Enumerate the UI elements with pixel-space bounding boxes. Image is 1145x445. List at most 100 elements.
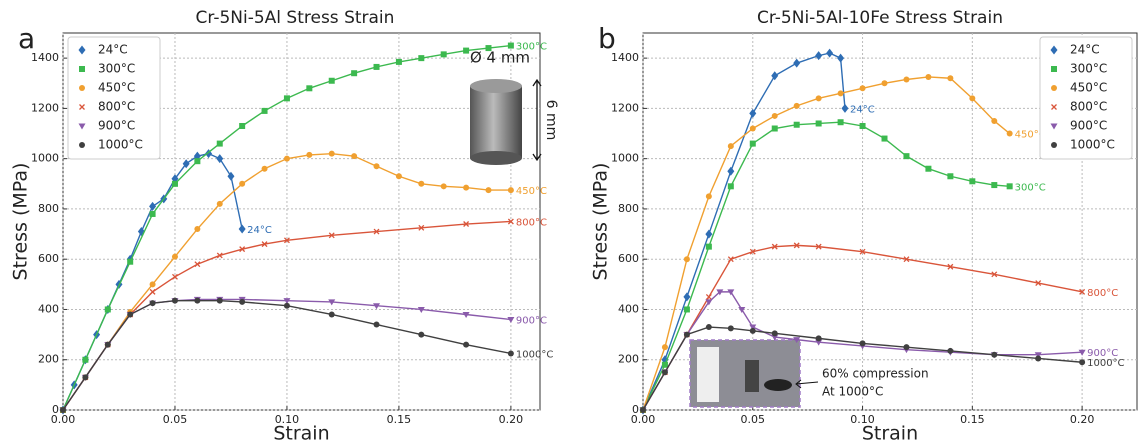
point — [373, 321, 380, 328]
point — [749, 108, 757, 118]
point — [705, 229, 713, 239]
y-tick-label: 800 — [618, 202, 639, 215]
point — [149, 201, 157, 211]
point — [771, 334, 779, 341]
point — [881, 80, 888, 87]
point — [238, 224, 246, 234]
inset-ruler — [697, 347, 719, 402]
point — [947, 347, 954, 354]
point — [991, 117, 998, 124]
point — [440, 183, 447, 190]
point — [239, 122, 246, 129]
point — [418, 180, 425, 187]
point — [239, 180, 246, 187]
point — [1035, 355, 1042, 362]
legend-label: 800°C — [1070, 100, 1107, 114]
x-tick-label: 0.20 — [499, 413, 524, 426]
point — [328, 232, 335, 239]
point — [283, 237, 290, 244]
inset-cylinder — [745, 360, 759, 392]
point — [283, 298, 291, 305]
y-tick-label: 1400 — [611, 51, 639, 64]
point — [306, 85, 313, 92]
point — [793, 242, 800, 249]
point — [793, 121, 800, 128]
legend-label: 1000°C — [98, 138, 143, 152]
point — [261, 165, 268, 172]
point — [82, 374, 89, 381]
point — [82, 356, 89, 363]
point — [837, 90, 844, 97]
end-label: 300°C — [516, 42, 547, 53]
y-tick-label: 1200 — [611, 101, 639, 114]
point — [1035, 280, 1042, 287]
legend-swatch — [1051, 104, 1057, 110]
legend-label: 450°C — [98, 81, 135, 95]
point — [127, 258, 134, 265]
legend-swatch — [79, 104, 85, 110]
series-line — [642, 76, 1011, 411]
y-axis-title: Stress (MPa) — [10, 163, 32, 281]
x-tick-label: 0.00 — [631, 413, 656, 426]
point — [149, 288, 156, 295]
point — [727, 325, 734, 332]
point — [826, 48, 834, 58]
x-axis-title: Strain — [273, 423, 329, 445]
point — [815, 335, 822, 342]
y-tick-label: 600 — [618, 252, 639, 265]
point — [463, 184, 470, 191]
point — [969, 178, 976, 185]
specimen-body — [470, 86, 522, 158]
y-tick-label: 1400 — [31, 51, 59, 64]
point — [749, 140, 756, 147]
point — [194, 261, 201, 268]
x-axis-title: Strain — [862, 423, 918, 445]
point — [1079, 359, 1086, 366]
point — [727, 289, 735, 296]
point — [149, 281, 156, 288]
point — [395, 58, 402, 65]
point — [485, 187, 492, 194]
legend-label: 24°C — [1070, 43, 1100, 57]
point — [947, 75, 954, 82]
x-tick-label: 0.10 — [275, 413, 300, 426]
y-tick-label: 0 — [52, 403, 59, 416]
point — [418, 55, 425, 62]
point — [149, 210, 156, 217]
y-tick-label: 1000 — [31, 152, 59, 165]
point — [661, 344, 668, 351]
x-tick-label: 0.05 — [741, 413, 766, 426]
point — [261, 241, 268, 248]
point — [991, 182, 998, 189]
point — [771, 112, 778, 119]
point — [373, 163, 380, 170]
point — [216, 200, 223, 207]
point — [991, 271, 998, 278]
point — [881, 135, 888, 142]
point — [683, 292, 691, 302]
point — [738, 306, 746, 313]
point — [127, 311, 134, 318]
point — [328, 150, 335, 157]
point — [727, 166, 735, 176]
end-label: 1000°C — [1087, 358, 1124, 369]
point — [705, 293, 712, 300]
point — [351, 153, 358, 160]
point — [903, 344, 910, 351]
point — [837, 119, 844, 126]
point — [859, 85, 866, 92]
legend-swatch — [78, 45, 86, 55]
point — [216, 252, 223, 259]
point — [705, 243, 712, 250]
point — [306, 151, 313, 158]
end-label: 800°C — [1087, 288, 1118, 299]
point — [182, 159, 190, 169]
point — [216, 140, 223, 147]
point — [149, 300, 156, 307]
point — [507, 187, 514, 194]
point — [239, 246, 246, 253]
point — [815, 51, 823, 61]
point — [463, 221, 470, 227]
end-label: 1000°C — [516, 349, 553, 360]
legend-box — [67, 36, 161, 160]
